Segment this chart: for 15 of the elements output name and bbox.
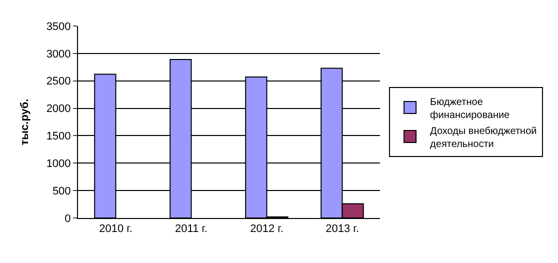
- y-tick-label: 2500: [46, 76, 71, 88]
- y-tick-label: 0: [64, 212, 71, 225]
- y-tick-label: 1000: [46, 158, 71, 170]
- y-axis-title: тыс.руб.: [18, 98, 31, 146]
- x-tick-label: 2011 г.: [175, 223, 208, 236]
- y-tick-label: 500: [52, 185, 71, 198]
- y-tick-label: 3500: [46, 20, 71, 33]
- x-tick-label: 2010 г.: [99, 223, 132, 236]
- y-tick-label: 1500: [46, 130, 71, 143]
- x-tick-label: 2013 г.: [326, 223, 359, 236]
- legend-label: Бюджетное финансирование: [430, 96, 510, 121]
- x-tick-label: 2012 г.: [250, 223, 284, 236]
- y-tick-label: 3000: [46, 48, 71, 60]
- legend-label: Доходы внебюджетной деятельности: [430, 126, 537, 150]
- y-tick-label: 2000: [46, 103, 71, 116]
